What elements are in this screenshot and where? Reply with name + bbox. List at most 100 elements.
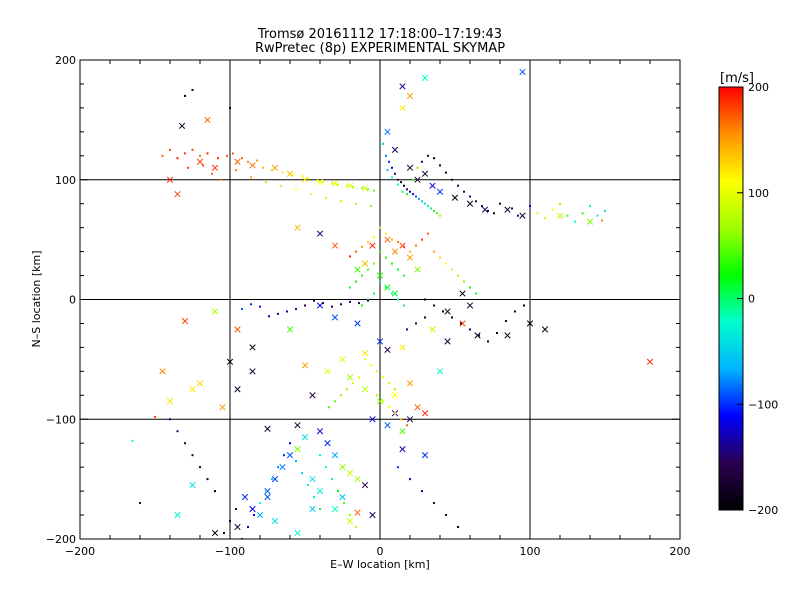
data-point-dot xyxy=(206,152,209,155)
data-point-dot xyxy=(340,303,342,306)
data-point-dot xyxy=(376,394,378,397)
data-point-dot xyxy=(397,298,399,301)
data-point-dot xyxy=(304,304,306,307)
data-point-cross xyxy=(414,176,421,183)
data-point-cross xyxy=(301,176,309,183)
data-point-dot xyxy=(187,166,189,169)
data-point-dot xyxy=(487,209,489,212)
data-point-dot xyxy=(436,212,438,215)
y-axis-label: N–S location [km] xyxy=(30,250,43,347)
data-points xyxy=(131,68,654,539)
data-point-cross xyxy=(331,242,339,249)
data-point-cross xyxy=(361,481,369,489)
data-point-dot xyxy=(355,280,357,283)
data-point-cross xyxy=(466,200,474,207)
data-point-dot xyxy=(385,154,387,157)
data-point-cross xyxy=(211,529,219,537)
data-point-dot xyxy=(397,466,399,469)
data-point-dot xyxy=(463,280,465,283)
colorbar-tick-label: 200 xyxy=(748,81,769,94)
data-point-cross xyxy=(361,350,369,357)
data-point-cross xyxy=(196,380,204,387)
data-point-dot xyxy=(337,490,339,493)
data-point-cross xyxy=(421,170,429,177)
data-point-dot xyxy=(475,200,477,203)
data-point-dot xyxy=(406,328,408,331)
data-point-dot xyxy=(385,286,387,289)
x-tick-label: 0 xyxy=(377,545,384,558)
data-point-dot xyxy=(310,193,312,196)
data-point-dot xyxy=(361,245,363,248)
y-tick-label: 200 xyxy=(55,54,76,67)
data-point-dot xyxy=(469,328,471,331)
data-point-dot xyxy=(388,406,390,409)
data-point-cross xyxy=(189,386,196,393)
data-point-dot xyxy=(427,232,429,235)
data-point-dot xyxy=(379,280,381,283)
data-point-cross xyxy=(361,260,369,267)
data-point-dot xyxy=(331,182,333,185)
data-point-cross xyxy=(406,254,414,261)
data-point-dot xyxy=(358,376,360,379)
data-point-cross xyxy=(339,463,346,471)
data-point-dot xyxy=(412,193,414,196)
data-point-dot xyxy=(376,370,378,373)
data-point-cross xyxy=(466,302,474,309)
data-point-dot xyxy=(367,188,369,191)
data-point-dot xyxy=(199,154,201,157)
data-point-cross xyxy=(256,511,264,519)
data-point-dot xyxy=(415,195,417,198)
data-point-cross xyxy=(189,481,196,489)
data-point-cross xyxy=(211,164,219,171)
data-point-cross xyxy=(541,326,549,333)
data-point-dot xyxy=(250,176,252,179)
data-point-dot xyxy=(409,190,411,193)
x-tick-label: 200 xyxy=(670,545,691,558)
data-point-dot xyxy=(131,439,134,442)
data-point-cross xyxy=(309,392,316,399)
data-point-dot xyxy=(265,490,267,493)
data-point-cross xyxy=(286,326,294,333)
data-point-dot xyxy=(349,300,351,303)
data-point-dot xyxy=(391,238,393,241)
data-point-dot xyxy=(475,292,477,295)
data-point-cross xyxy=(249,368,256,375)
data-point-dot xyxy=(331,305,333,308)
data-point-cross xyxy=(354,320,361,327)
data-point-dot xyxy=(271,478,273,481)
data-point-dot xyxy=(265,181,267,184)
data-point-cross xyxy=(444,338,451,345)
data-point-dot xyxy=(307,177,309,180)
data-point-dot xyxy=(259,305,261,308)
data-point-dot xyxy=(403,245,405,248)
data-point-dot xyxy=(217,157,219,160)
data-point-dot xyxy=(346,184,348,187)
y-tick-label: −100 xyxy=(46,413,76,426)
data-point-dot xyxy=(397,241,399,244)
data-point-cross xyxy=(406,164,414,171)
data-point-dot xyxy=(391,262,393,265)
data-point-cross xyxy=(249,505,256,513)
grid-lines xyxy=(80,60,680,539)
data-point-dot xyxy=(445,171,447,174)
data-point-cross xyxy=(391,392,399,399)
data-point-dot xyxy=(346,388,348,391)
data-point-cross xyxy=(399,344,406,351)
data-point-dot xyxy=(457,526,459,529)
data-point-cross xyxy=(301,362,309,369)
data-point-cross xyxy=(376,272,384,279)
data-point-cross xyxy=(436,368,444,375)
data-point-cross xyxy=(159,368,166,375)
data-point-cross xyxy=(369,511,376,519)
data-point-dot xyxy=(373,262,375,265)
data-point-dot xyxy=(581,212,584,215)
data-point-dot xyxy=(322,181,324,184)
data-point-cross xyxy=(414,266,421,273)
data-point-dot xyxy=(223,532,225,535)
data-point-dot xyxy=(388,382,390,385)
data-point-dot xyxy=(367,298,369,301)
data-point-dot xyxy=(202,164,204,167)
data-point-dot xyxy=(391,166,393,169)
data-point-dot xyxy=(364,358,366,361)
data-point-dot xyxy=(229,106,231,109)
